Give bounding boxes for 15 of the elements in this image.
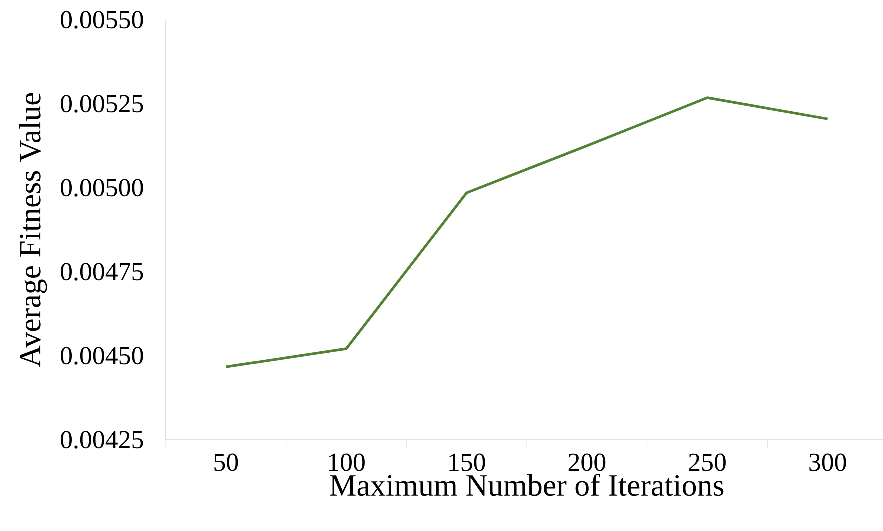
y-tick-label: 0.00425 bbox=[61, 431, 144, 449]
y-axis-title: Average Fitness Value bbox=[19, 93, 48, 368]
y-tick-label: 0.00475 bbox=[61, 263, 144, 281]
y-tick-label: 0.00550 bbox=[61, 11, 144, 29]
y-tick-label: 0.00525 bbox=[61, 95, 144, 113]
x-axis-title: Maximum Number of Iterations bbox=[330, 474, 724, 496]
y-tick-label: 0.00500 bbox=[61, 179, 144, 197]
x-tick-label: 250 bbox=[689, 454, 726, 472]
x-tick-label: 150 bbox=[450, 454, 486, 472]
x-tick-label: 300 bbox=[810, 454, 846, 472]
y-tick-label: 0.00450 bbox=[61, 347, 144, 365]
x-tick-label: 100 bbox=[329, 454, 365, 472]
x-tick-label: 200 bbox=[568, 454, 606, 472]
line-series bbox=[224, 96, 830, 368]
x-tick-label: 50 bbox=[214, 454, 238, 472]
